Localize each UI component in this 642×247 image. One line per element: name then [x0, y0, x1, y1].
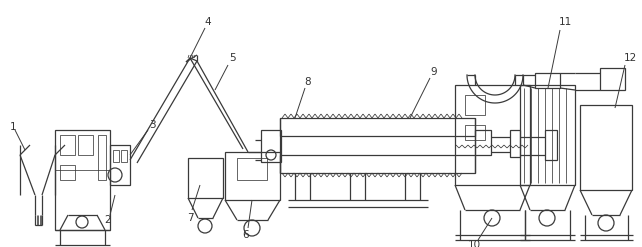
Bar	[113, 150, 119, 162]
Bar	[110, 145, 130, 185]
Bar	[465, 95, 485, 115]
Bar	[510, 130, 520, 157]
Bar	[455, 85, 530, 185]
Bar	[545, 130, 557, 160]
Bar	[465, 125, 485, 140]
Text: 8: 8	[305, 77, 311, 87]
Text: 6: 6	[243, 230, 249, 240]
Text: 9: 9	[431, 67, 437, 77]
Bar	[60, 135, 75, 155]
Text: 2: 2	[105, 215, 111, 225]
Bar	[520, 85, 575, 185]
Text: 12: 12	[623, 53, 637, 63]
Bar	[225, 152, 280, 200]
Text: 1: 1	[10, 122, 16, 132]
Bar	[60, 165, 75, 180]
Bar	[55, 130, 110, 230]
Bar	[600, 68, 625, 90]
Bar	[78, 135, 93, 155]
Bar	[475, 130, 491, 155]
Bar	[121, 150, 127, 162]
Text: 7: 7	[187, 213, 193, 223]
Bar	[280, 155, 475, 173]
Bar	[188, 158, 223, 198]
Bar	[261, 130, 281, 162]
Bar	[98, 135, 106, 180]
Bar	[237, 158, 267, 180]
Bar	[535, 73, 560, 88]
Text: 3: 3	[149, 120, 155, 130]
Text: 5: 5	[229, 53, 236, 63]
Bar	[280, 118, 475, 136]
Text: 4: 4	[205, 17, 211, 27]
Text: 11: 11	[559, 17, 571, 27]
Text: 10: 10	[467, 240, 481, 247]
Bar	[580, 105, 632, 190]
